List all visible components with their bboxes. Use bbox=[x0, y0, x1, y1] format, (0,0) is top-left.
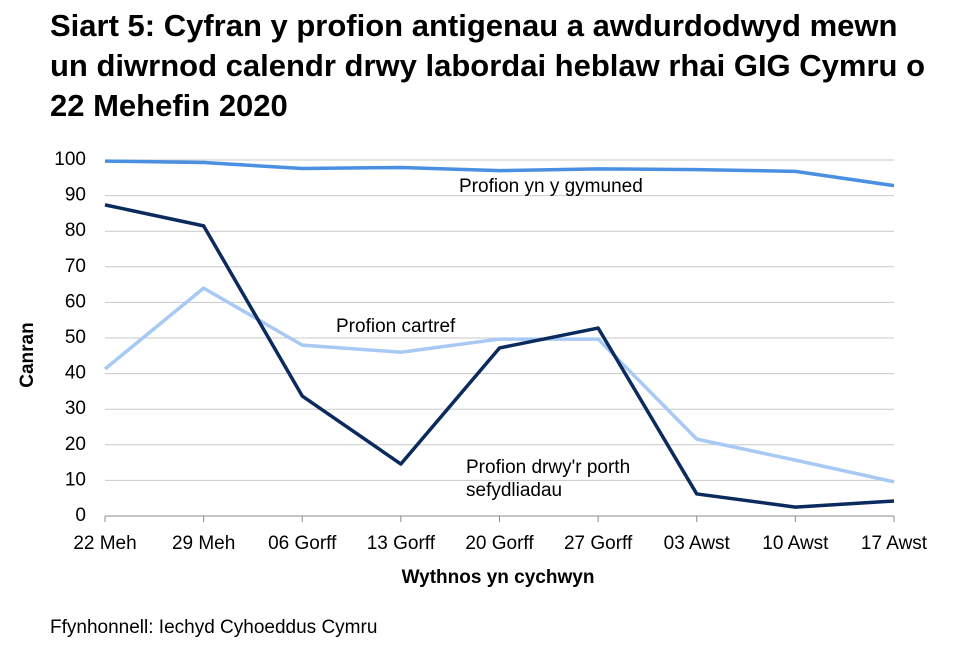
y-tick-label: 100 bbox=[54, 149, 86, 170]
y-tick-label: 60 bbox=[65, 291, 86, 312]
x-tick-label: 17 Awst bbox=[861, 533, 928, 554]
y-tick-label: 20 bbox=[65, 434, 86, 455]
x-tick-label: 03 Awst bbox=[664, 533, 731, 554]
source: Ffynhonnell: Iechyd Cyhoeddus Cymru bbox=[50, 617, 377, 638]
y-tick-label: 90 bbox=[65, 185, 86, 206]
x-tick-label: 06 Gorff bbox=[268, 533, 337, 554]
x-tick-label: 29 Meh bbox=[172, 533, 235, 554]
x-axis-title: Wythnos yn cychwyn bbox=[402, 567, 595, 588]
series-line bbox=[104, 203, 895, 509]
x-tick-label: 10 Awst bbox=[762, 533, 829, 554]
x-tick-label: 20 Gorff bbox=[465, 533, 534, 554]
y-axis-title: Canran bbox=[17, 322, 38, 387]
series-line bbox=[104, 159, 895, 188]
y-tick-label: 0 bbox=[75, 505, 86, 526]
y-tick-label: 80 bbox=[65, 220, 86, 241]
series-label: Profion drwy'r porth sefydliadau bbox=[466, 457, 631, 501]
chart-title: Siart 5: Cyfran y profion antigenau a aw… bbox=[50, 8, 926, 123]
y-tick-label: 30 bbox=[65, 398, 86, 419]
x-tick-label: 27 Gorff bbox=[564, 533, 633, 554]
y-tick-label: 10 bbox=[65, 469, 86, 490]
series-line bbox=[103, 286, 895, 484]
y-tick-label: 70 bbox=[65, 256, 86, 277]
x-tick-label: 22 Meh bbox=[73, 533, 136, 554]
y-tick-label: 40 bbox=[65, 363, 86, 384]
y-tick-label: 50 bbox=[65, 327, 86, 348]
series-label: Profion yn y gymuned bbox=[459, 176, 643, 197]
x-tick-label: 13 Gorff bbox=[367, 533, 436, 554]
series-label: Profion cartref bbox=[336, 316, 456, 337]
